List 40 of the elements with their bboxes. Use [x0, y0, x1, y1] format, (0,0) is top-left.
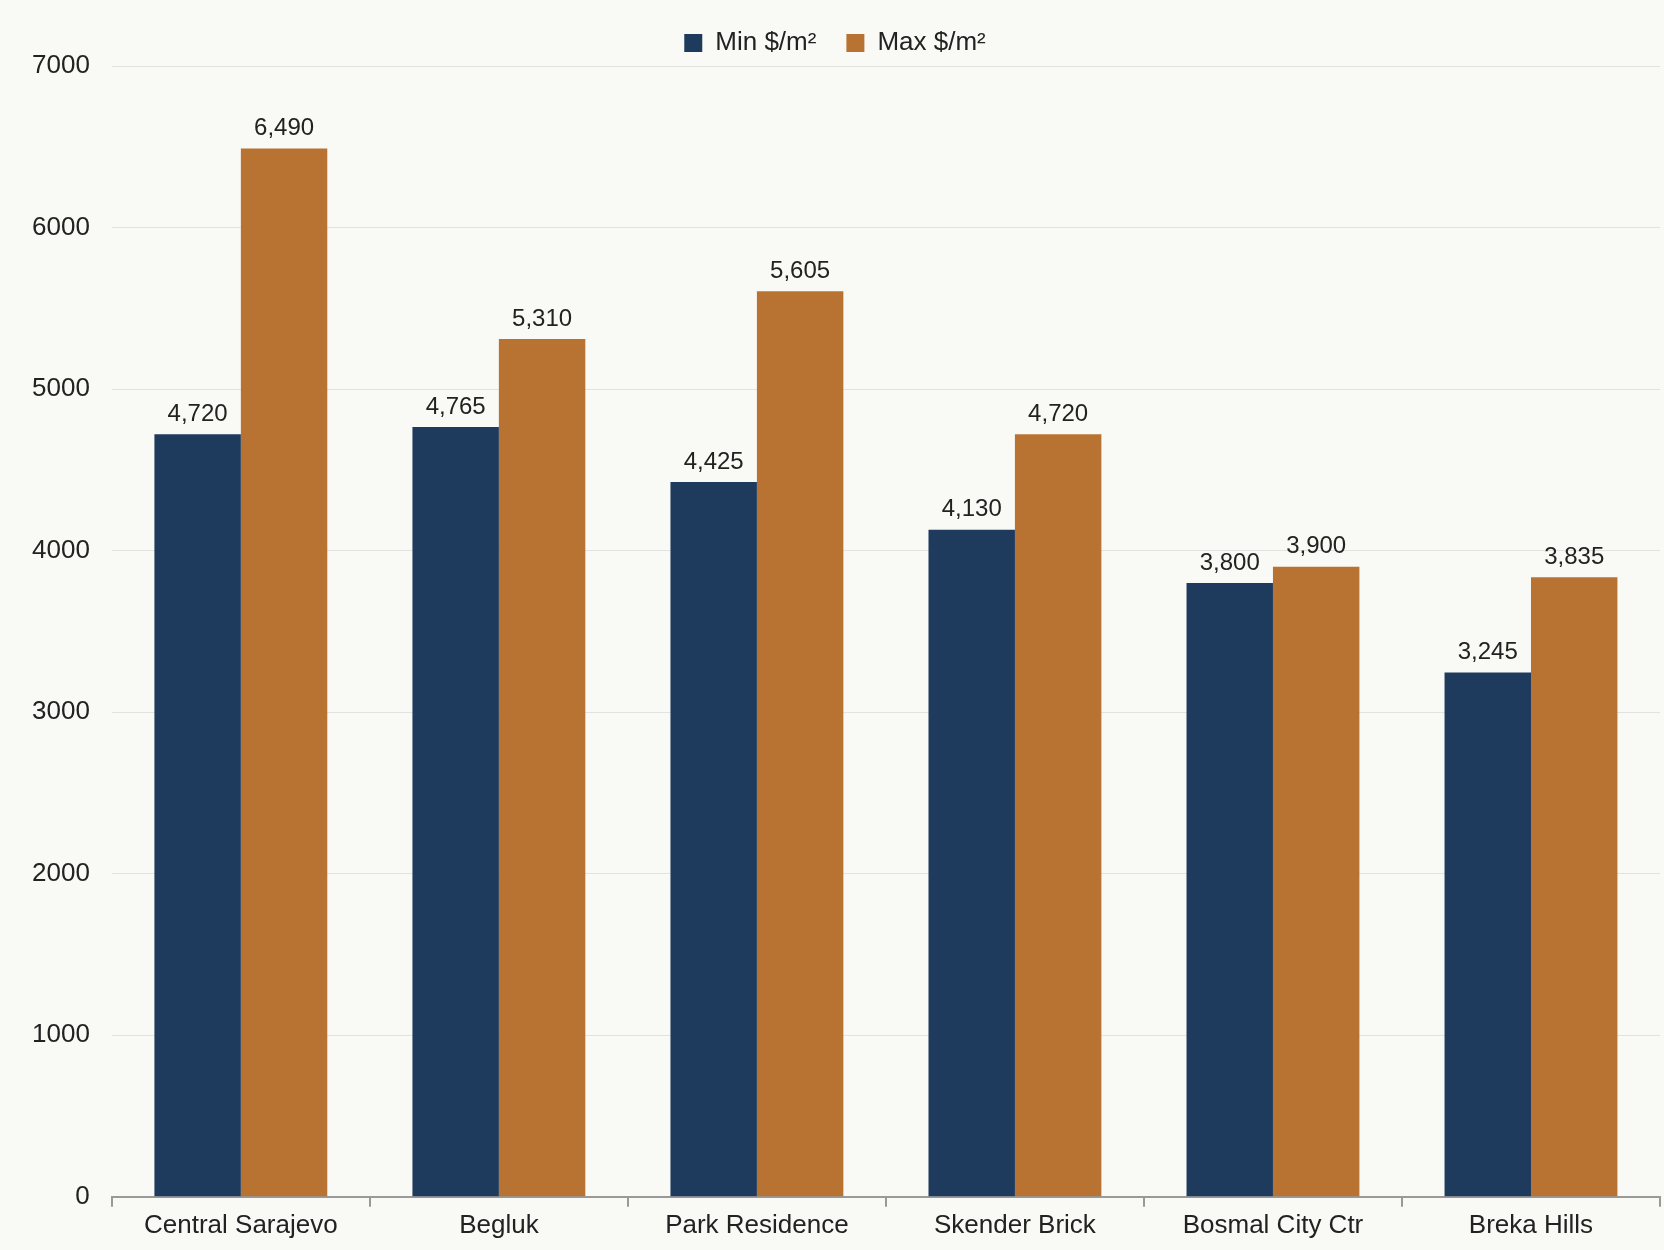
data-label: 4,130 [941, 494, 1002, 522]
x-tick-label: Bosmal City Ctr [1182, 1208, 1364, 1239]
bar [928, 529, 1015, 1197]
x-tick-label: Skender Brick [934, 1208, 1097, 1239]
data-label: 4,765 [425, 391, 486, 419]
y-tick-label: 0 [75, 1179, 90, 1210]
bar [670, 481, 757, 1197]
data-label: 4,720 [167, 398, 228, 426]
data-label: 4,425 [683, 446, 744, 474]
bar [1444, 672, 1531, 1197]
y-tick-label: 6000 [32, 210, 90, 241]
bar [756, 291, 844, 1197]
legend-label: Max $/m² [877, 26, 987, 57]
bar [154, 434, 241, 1197]
y-tick-label: 5000 [32, 372, 90, 403]
x-tick-label: Begluk [459, 1208, 540, 1239]
data-label: 4,720 [1028, 398, 1089, 426]
bar [1014, 434, 1102, 1197]
bar [240, 148, 328, 1197]
x-tick-label: Breka Hills [1468, 1208, 1594, 1239]
data-label: 3,900 [1286, 531, 1347, 559]
data-label: 5,605 [770, 255, 831, 283]
data-label: 6,490 [254, 113, 315, 141]
x-tick-label: Park Residence [665, 1208, 849, 1239]
y-tick-label: 4000 [32, 533, 90, 564]
y-tick-label: 2000 [32, 856, 90, 887]
x-tick-label: Central Sarajevo [144, 1208, 338, 1239]
data-label: 5,310 [512, 303, 573, 331]
bar [1530, 577, 1618, 1197]
bar [1272, 566, 1360, 1197]
data-label: 3,835 [1544, 541, 1605, 569]
data-label: 3,245 [1457, 637, 1518, 665]
bar [412, 427, 499, 1197]
bar [1186, 582, 1273, 1197]
y-tick-label: 3000 [32, 695, 90, 726]
data-label: 3,800 [1199, 547, 1260, 575]
bar [498, 339, 586, 1197]
y-tick-label: 1000 [32, 1018, 90, 1049]
y-tick-label: 7000 [32, 49, 90, 80]
legend-label: Min $/m² [715, 26, 817, 57]
